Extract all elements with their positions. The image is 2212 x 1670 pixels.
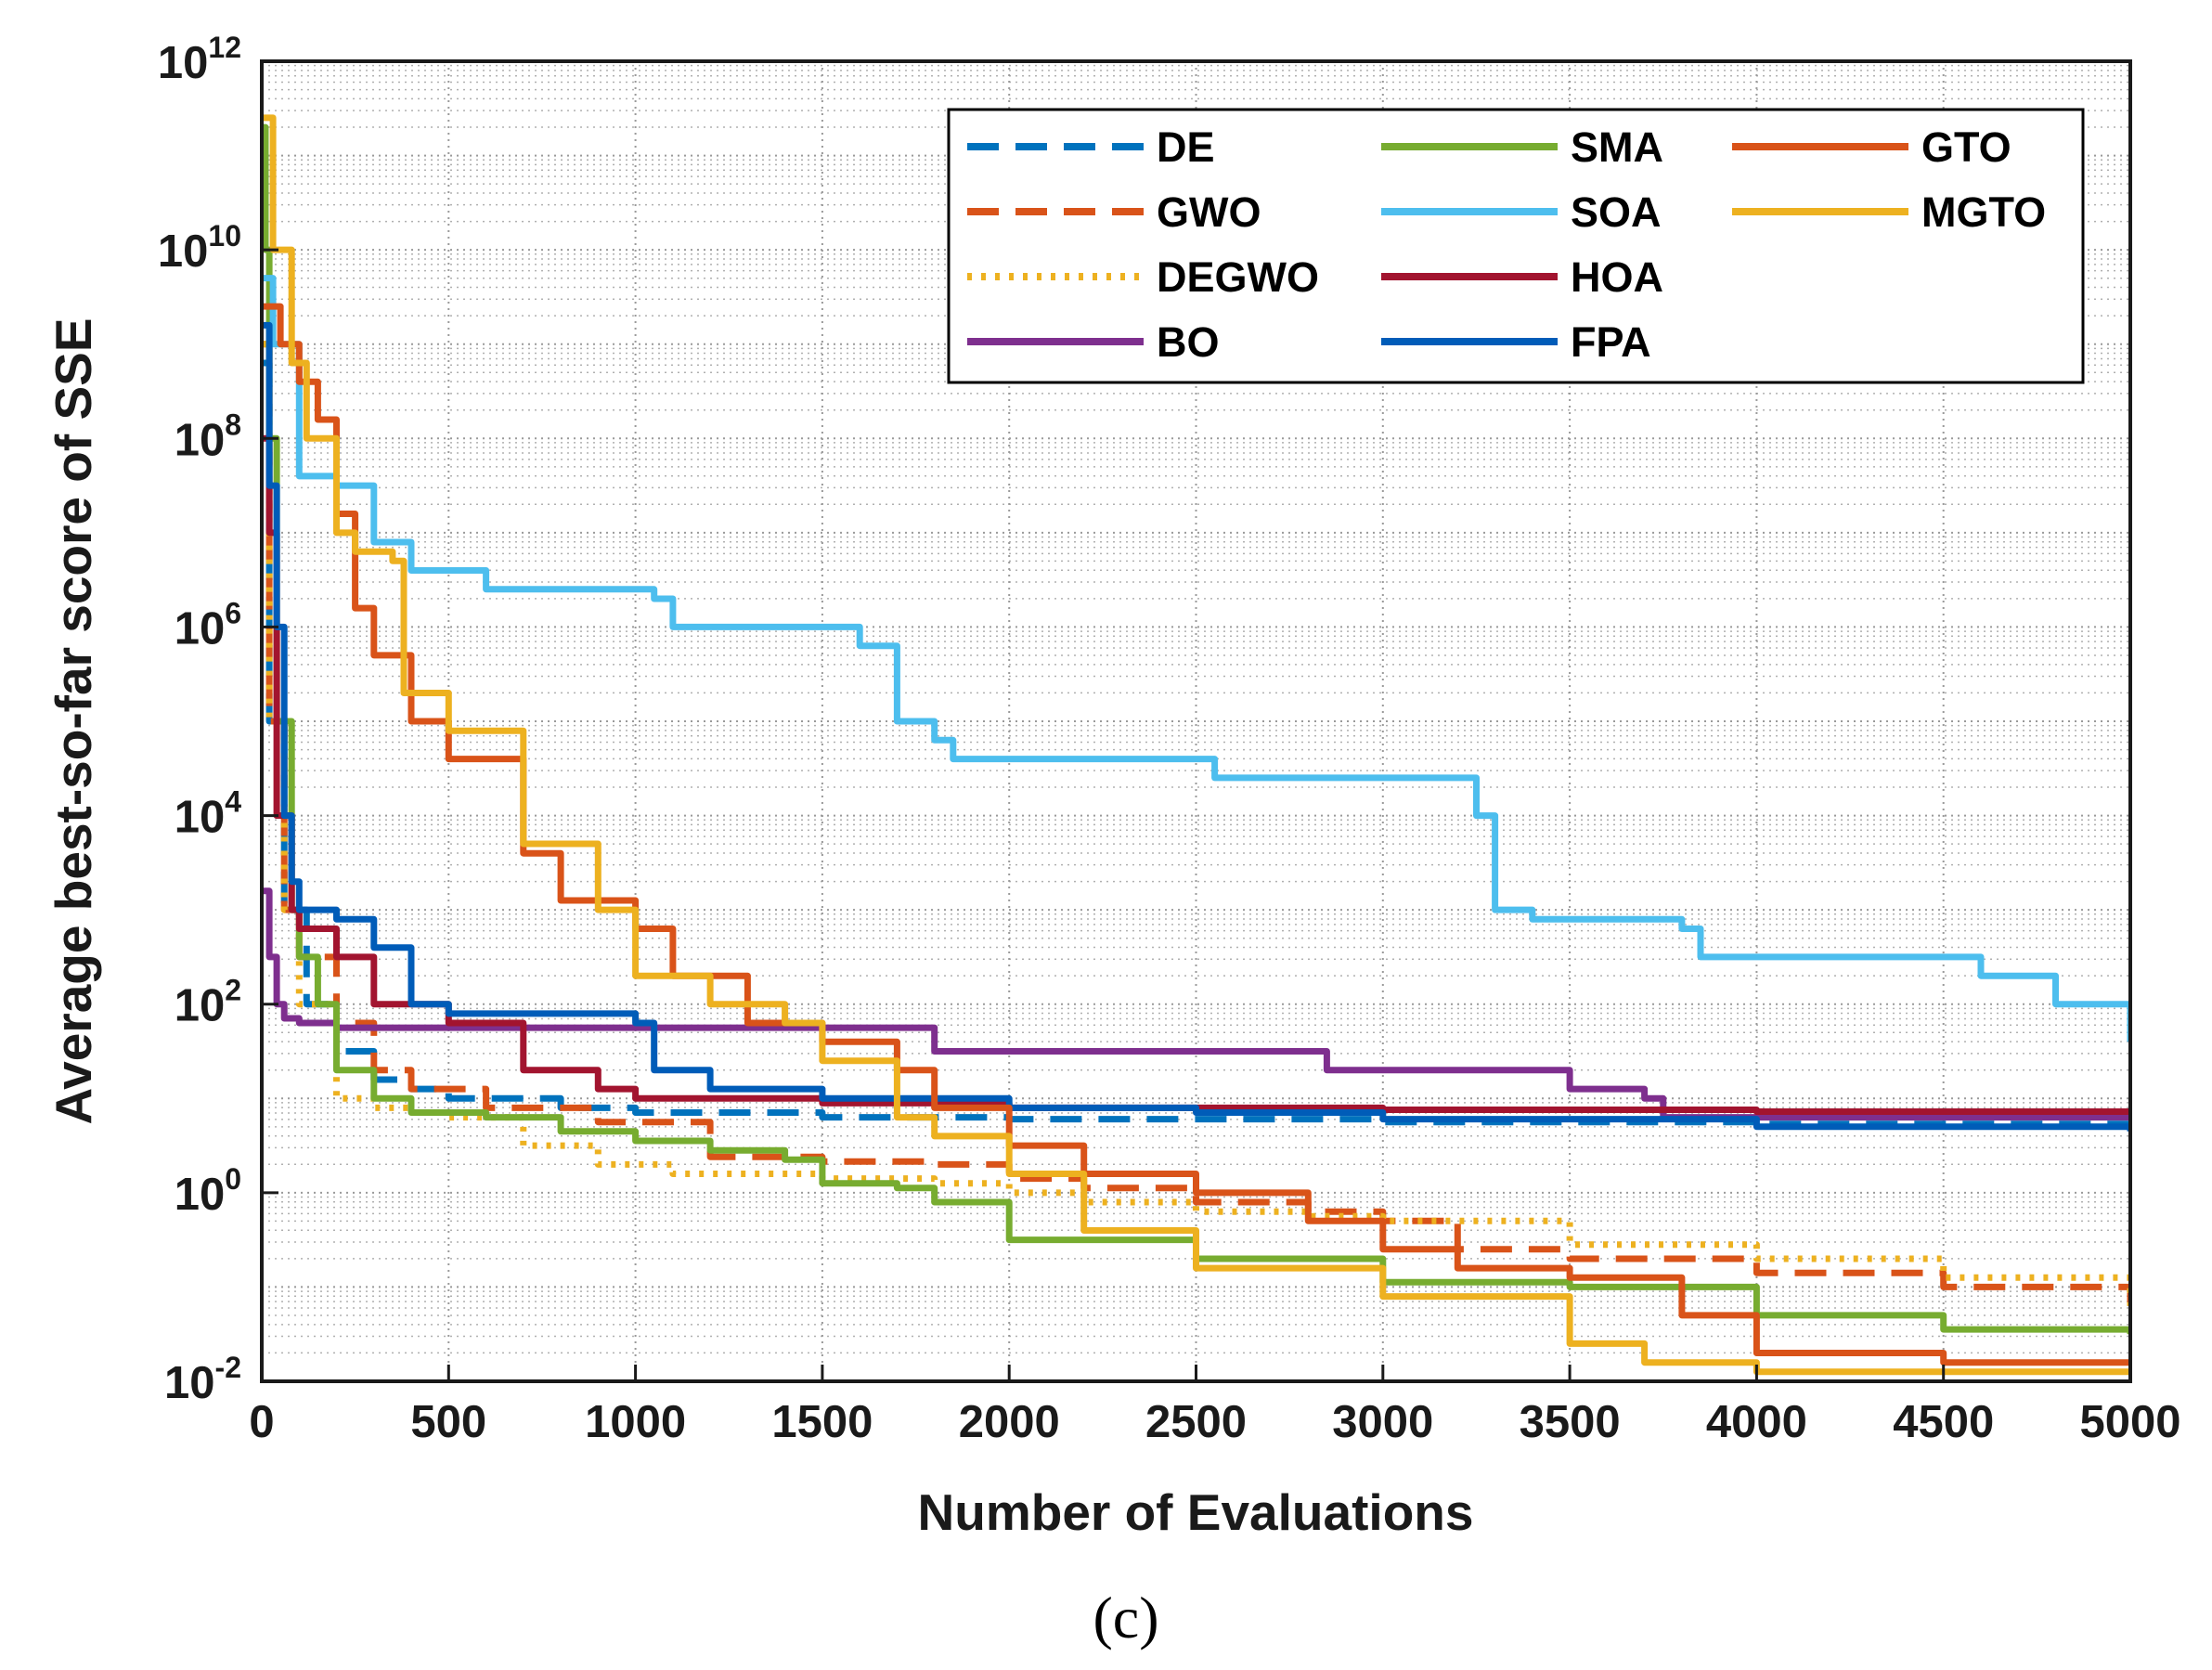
legend-label-gwo: GWO: [1157, 188, 1261, 236]
data-series: [262, 114, 2130, 1376]
series-line-soa: [262, 275, 2130, 1042]
legend-label-de: DE: [1157, 123, 1215, 171]
y-tick-label: 102: [175, 974, 241, 1031]
series-line-fpa: [262, 321, 2130, 1132]
x-tick-label: 4500: [1893, 1397, 1994, 1447]
legend-label-bo: BO: [1157, 318, 1220, 366]
legend-label-fpa: FPA: [1571, 318, 1651, 366]
legend-box: [947, 108, 2085, 384]
x-tick-label: 3000: [1332, 1397, 1433, 1447]
y-tick-label: 106: [175, 596, 241, 654]
x-tick-label: 5000: [2079, 1397, 2180, 1447]
x-tick-label: 500: [410, 1397, 486, 1447]
y-tick-label: 108: [175, 408, 241, 465]
y-axis-ticks: 10-2 100 102 104 106 108 1010 1012: [158, 31, 278, 1408]
x-tick-label: 3500: [1520, 1397, 1621, 1447]
y-tick-label: 1012: [158, 31, 241, 88]
x-tick-label: 2500: [1145, 1397, 1247, 1447]
x-tick-label: 2000: [959, 1397, 1060, 1447]
figure-caption: (c): [1093, 1585, 1158, 1651]
y-tick-label: 104: [175, 785, 242, 843]
x-tick-label: 4000: [1706, 1397, 1807, 1447]
legend-label-gto: GTO: [1921, 123, 2011, 171]
legend-label-hoa: HOA: [1571, 253, 1663, 301]
x-tick-label: 0: [249, 1397, 274, 1447]
x-axis-ticks: 0 500 1000 1500 2000 2500 3000 3500 4000 4500 5000: [249, 1365, 2181, 1447]
y-axis-label: Average best-so-far score of SSE: [45, 317, 102, 1124]
y-tick-label: 1010: [158, 219, 241, 277]
y-tick-label: 10-2: [164, 1351, 241, 1408]
legend-label-degwo: DEGWO: [1157, 253, 1319, 301]
series-line-mgto: [262, 114, 2130, 1376]
y-tick-label: 100: [175, 1162, 241, 1220]
x-tick-label: 1500: [771, 1397, 873, 1447]
legend-label-sma: SMA: [1571, 123, 1663, 171]
legend-label-mgto: MGTO: [1921, 188, 2046, 236]
x-axis-label: Number of Evaluations: [918, 1483, 1474, 1541]
x-tick-label: 1000: [585, 1397, 686, 1447]
legend-label-soa: SOA: [1571, 188, 1662, 236]
